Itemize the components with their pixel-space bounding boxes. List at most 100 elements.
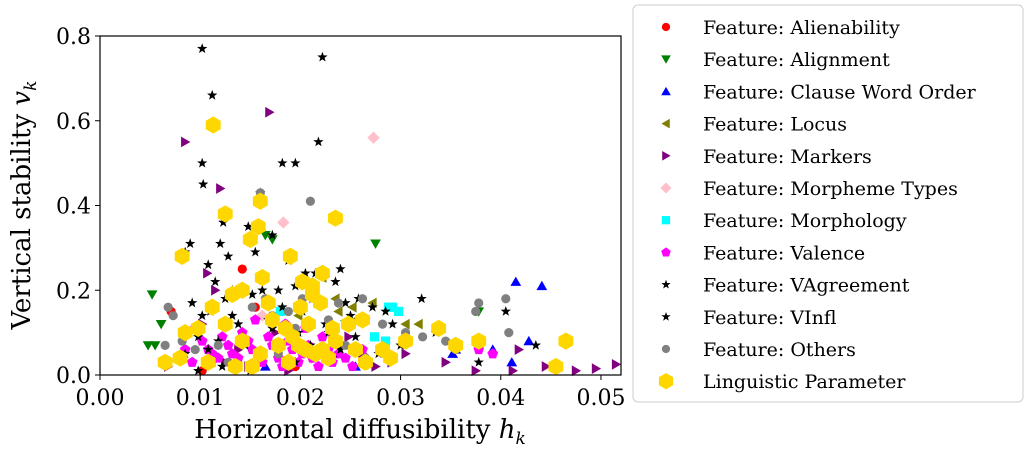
data-point-feature-others-9 (418, 332, 428, 342)
data-point-feature-others-25 (190, 344, 200, 355)
data-point-feature-vagreement-6 (313, 136, 324, 147)
data-point-linguistic-parameter-53 (314, 340, 330, 359)
data-point-feature-vagreement-43 (320, 318, 331, 329)
data-point-linguistic-parameter-35 (348, 340, 363, 359)
legend-label-feature-morphology: Feature: Morphology (703, 210, 907, 232)
legend-item-feature-morphology: Feature: Morphology (661, 210, 907, 232)
legend-label-feature-markers: Feature: Markers (703, 146, 872, 168)
data-point-feature-clause-word-order-4 (506, 357, 518, 367)
data-point-linguistic-parameter-11 (254, 268, 270, 287)
data-point-feature-morphology-0 (369, 332, 380, 342)
data-point-linguistic-parameter-25 (355, 311, 370, 329)
y-tick-label-2: 0.4 (56, 195, 91, 220)
data-point-feature-valence-24 (313, 360, 324, 372)
data-point-feature-vagreement-12 (215, 238, 226, 249)
data-point-feature-markers-4 (211, 284, 221, 296)
data-point-feature-morpheme-types-1 (277, 216, 290, 229)
legend-label-feature-alienability: Feature: Alienability (703, 17, 900, 39)
data-point-feature-others-4 (305, 196, 316, 206)
legend-frame (632, 4, 1024, 403)
data-point-feature-clause-word-order-0 (510, 276, 522, 286)
data-point-feature-vagreement-1 (317, 51, 328, 62)
data-point-feature-vagreement-13 (223, 250, 234, 261)
data-point-feature-locus-1 (400, 318, 410, 330)
data-point-feature-vagreement-44 (345, 310, 356, 321)
y-tick-label-4: 0.8 (56, 25, 91, 50)
data-point-feature-markers-1 (265, 106, 275, 118)
data-point-feature-locus-6 (333, 306, 343, 317)
data-point-feature-others-2 (168, 311, 178, 321)
data-point-feature-vagreement-39 (203, 344, 214, 354)
data-point-feature-vinfl-3 (247, 289, 258, 299)
legend-label-feature-morpheme-types: Feature: Morpheme Types (703, 178, 958, 200)
data-point-linguistic-parameter-6 (174, 247, 190, 265)
markers-layer (142, 43, 622, 377)
data-point-linguistic-parameter-5 (242, 230, 258, 248)
data-point-linguistic-parameter-43 (172, 349, 188, 367)
legend-marker-feature-alignment (661, 55, 671, 64)
data-point-feature-alignment-4 (259, 231, 271, 241)
data-point-feature-markers-9 (344, 331, 354, 343)
legend-marker-feature-morpheme-types (660, 182, 672, 194)
data-point-feature-markers-2 (216, 183, 226, 194)
data-point-feature-alignment-0 (146, 290, 158, 300)
data-point-feature-others-12 (471, 306, 481, 317)
data-point-feature-vagreement-47 (217, 361, 228, 371)
data-point-linguistic-parameter-29 (234, 332, 250, 350)
data-point-feature-valence-6 (222, 339, 234, 350)
data-point-feature-morphology-4 (275, 306, 285, 317)
data-point-linguistic-parameter-9 (224, 285, 240, 304)
data-point-feature-markers-0 (181, 136, 191, 148)
legend-item-feature-others: Feature: Others (661, 339, 856, 361)
data-point-feature-morphology-3 (393, 306, 404, 317)
data-point-feature-markers-19 (471, 365, 481, 377)
data-point-feature-vagreement-3 (197, 157, 208, 168)
data-point-linguistic-parameter-16 (292, 298, 308, 316)
data-point-feature-others-13 (501, 294, 511, 304)
data-point-feature-valence-29 (340, 352, 351, 363)
data-point-linguistic-parameter-1 (252, 192, 268, 210)
data-point-linguistic-parameter-50 (358, 353, 373, 371)
data-point-linguistic-parameter-37 (398, 332, 414, 350)
x-axis-label: Horizontal diffusibility hk (194, 415, 526, 445)
data-point-feature-vagreement-23 (197, 310, 208, 321)
series-feature-markers (164, 106, 622, 377)
data-point-feature-morphology-6 (380, 336, 391, 346)
legend-item-feature-markers: Feature: Markers (662, 146, 872, 168)
data-point-feature-vagreement-16 (267, 229, 278, 240)
data-point-feature-others-22 (283, 306, 293, 317)
data-point-linguistic-parameter-10 (204, 298, 220, 316)
data-point-feature-vagreement-20 (330, 276, 341, 287)
data-point-linguistic-parameter-51 (383, 349, 399, 367)
legend-marker-feature-markers (662, 150, 671, 161)
data-point-feature-others-14 (504, 328, 514, 338)
data-point-feature-vagreement-9 (185, 238, 196, 249)
legend-item-feature-alienability: Feature: Alienability (661, 17, 900, 39)
data-point-linguistic-parameter-23 (325, 319, 340, 337)
legend-label-feature-clause-word-order: Feature: Clause Word Order (703, 81, 977, 103)
data-point-feature-alignment-2 (149, 341, 161, 351)
data-point-linguistic-parameter-44 (157, 353, 173, 371)
legend: Feature: Alienability Feature: Alignment F… (632, 4, 1024, 403)
data-point-feature-vinfl-15 (213, 335, 224, 346)
y-tick-label-3: 0.6 (56, 110, 91, 135)
data-point-feature-markers-17 (611, 359, 622, 370)
data-point-linguistic-parameter-46 (227, 357, 243, 376)
data-point-linguistic-parameter-39 (448, 336, 464, 354)
data-point-feature-locus-5 (347, 301, 357, 313)
data-point-feature-markers-13 (508, 365, 518, 377)
legend-marker-feature-locus (661, 118, 670, 129)
data-point-linguistic-parameter-47 (244, 357, 260, 376)
data-point-feature-vagreement-2 (207, 89, 218, 100)
data-point-feature-others-26 (213, 340, 223, 350)
legend-marker-feature-vinfl (661, 311, 671, 321)
data-point-feature-vagreement-21 (335, 263, 346, 274)
legend-marker-linguistic-parameter (658, 373, 674, 390)
data-point-linguistic-parameter-4 (250, 218, 266, 236)
series-linguistic-parameter (157, 116, 574, 376)
data-point-feature-others-6 (357, 294, 368, 304)
data-point-feature-others-1 (163, 302, 173, 312)
data-point-feature-vagreement-35 (473, 356, 484, 367)
